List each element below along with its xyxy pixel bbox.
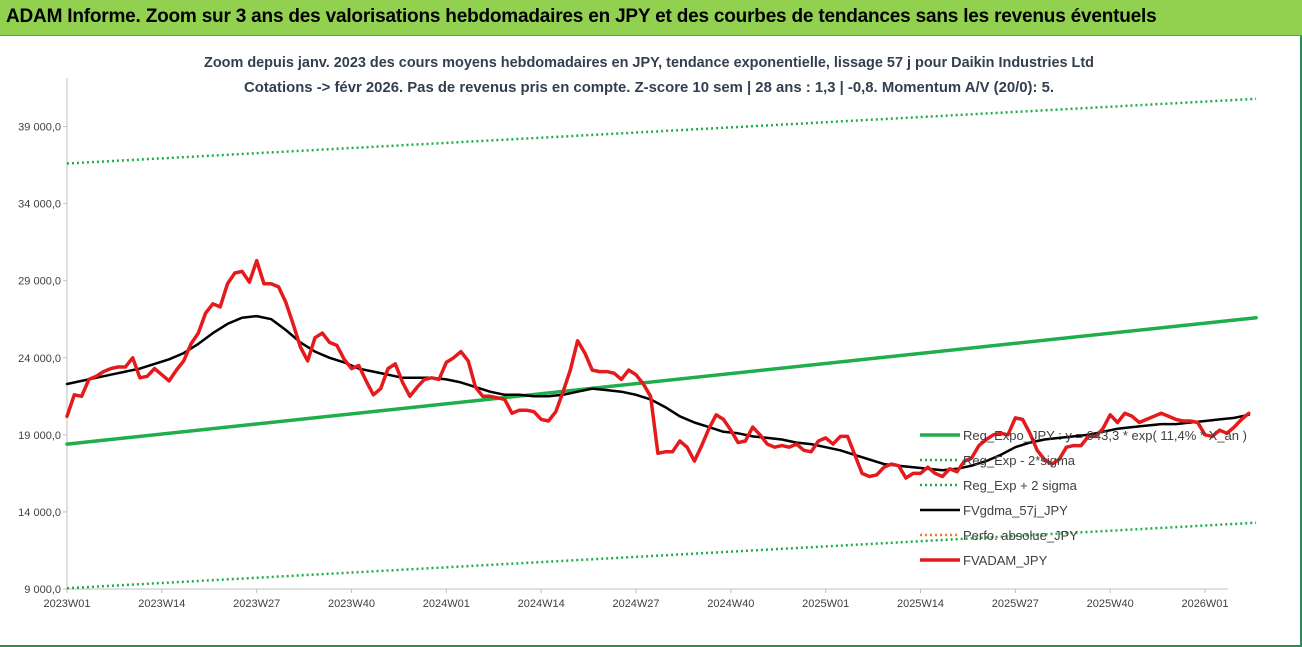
x-tick-label: 2025W40 [1087, 598, 1134, 610]
x-tick-label: 2026W01 [1181, 598, 1228, 610]
x-tick-label: 2024W01 [423, 598, 470, 610]
series-line-2 [66, 521, 1257, 590]
legend-entry-2: Reg_Exp - 2*sigma [963, 453, 1076, 468]
report-title: ADAM Informe. Zoom sur 3 ans des valoris… [6, 6, 1157, 27]
legend-entry-5: Perfo. absolue_JPY [963, 528, 1078, 543]
series-line-3 [66, 97, 1257, 165]
report-banner: ADAM Informe. Zoom sur 3 ans des valoris… [0, 0, 1302, 36]
x-tick-label: 2025W14 [897, 598, 944, 610]
series-line-1 [65, 315, 1258, 446]
y-tick-label: 24 000,0 [18, 353, 61, 365]
y-tick-label: 34 000,0 [18, 199, 61, 211]
x-tick-label: 2025W01 [802, 598, 849, 610]
series-line-4 [65, 314, 1251, 472]
x-tick-label: 2023W01 [43, 598, 90, 610]
chart-title-line1: Zoom depuis janv. 2023 des cours moyens … [204, 54, 1094, 71]
chart-title-box [200, 46, 1100, 100]
y-tick-label: 14 000,0 [18, 507, 61, 519]
x-tick-label: 2023W27 [233, 598, 280, 610]
legend-entry-1: Reg_Expo_JPY : y = 943,3 * exp( 11,4% * … [963, 428, 1247, 443]
y-tick-label: 29 000,0 [18, 276, 61, 288]
x-tick-label: 2025W27 [992, 598, 1039, 610]
x-tick-label: 2024W14 [518, 598, 565, 610]
legend-entry-3: Reg_Exp + 2 sigma [963, 478, 1078, 493]
y-tick-label: 9 000,0 [24, 584, 61, 596]
x-tick-label: 2023W14 [138, 598, 185, 610]
chart-frame: 9 000,0 14 000,0 19 000,0 24 000,0 29 000,0 3… [0, 36, 1302, 647]
x-tick-label: 2024W27 [612, 598, 659, 610]
legend-entry-6: FVADAM_JPY [963, 553, 1048, 568]
y-tick-label: 19 000,0 [18, 430, 61, 442]
legend-entry-4: FVgdma_57j_JPY [963, 503, 1068, 518]
x-tick-label: 2024W40 [707, 598, 754, 610]
y-tick-label: 39 000,0 [18, 122, 61, 134]
series-line-6 [65, 258, 1251, 480]
chart-canvas: 9 000,0 14 000,0 19 000,0 24 000,0 29 000,0 3… [18, 46, 1258, 610]
chart-title-line2: Cotations -> févr 2026. Pas de revenus p… [244, 79, 1054, 96]
x-tick-label: 2023W40 [328, 598, 375, 610]
